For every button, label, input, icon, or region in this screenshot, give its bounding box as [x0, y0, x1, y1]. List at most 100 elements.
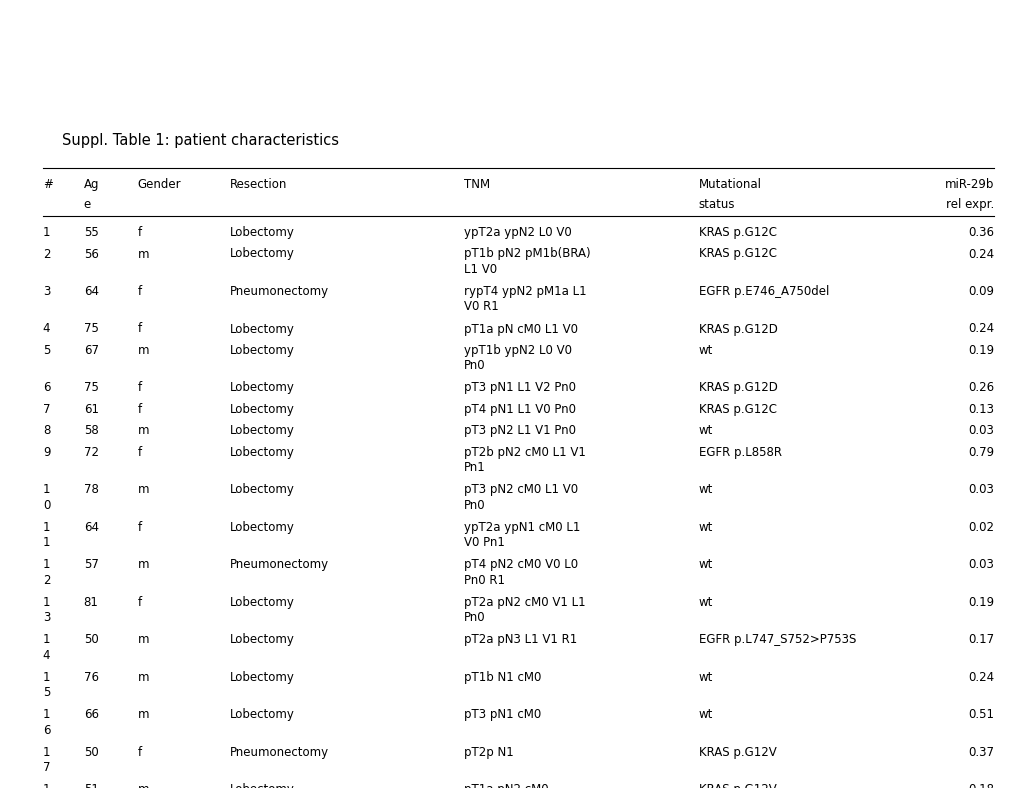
Text: m: m [138, 671, 149, 684]
Text: Lobectomy: Lobectomy [229, 783, 294, 788]
Text: Suppl. Table 1: patient characteristics: Suppl. Table 1: patient characteristics [62, 133, 338, 148]
Text: pT2p N1: pT2p N1 [464, 746, 514, 759]
Text: f: f [138, 381, 142, 395]
Text: 58: 58 [84, 425, 98, 437]
Text: 0.24: 0.24 [967, 322, 994, 336]
Text: 1
8: 1 8 [43, 783, 50, 788]
Text: 1
2: 1 2 [43, 559, 50, 587]
Text: Lobectomy: Lobectomy [229, 322, 294, 336]
Text: pT1a pN2 cM0: pT1a pN2 cM0 [464, 783, 548, 788]
Text: wt: wt [698, 708, 712, 722]
Text: f: f [138, 596, 142, 609]
Text: pT3 pN1 L1 V2 Pn0: pT3 pN1 L1 V2 Pn0 [464, 381, 576, 395]
Text: 1
5: 1 5 [43, 671, 50, 700]
Text: Lobectomy: Lobectomy [229, 484, 294, 496]
Text: KRAS p.G12C: KRAS p.G12C [698, 226, 775, 239]
Text: m: m [138, 708, 149, 722]
Text: Gender: Gender [138, 178, 181, 191]
Text: wt: wt [698, 596, 712, 609]
Text: 64: 64 [84, 285, 99, 298]
Text: Pneumonectomy: Pneumonectomy [229, 559, 328, 571]
Text: 1
6: 1 6 [43, 708, 50, 737]
Text: rypT4 ypN2 pM1a L1
V0 R1: rypT4 ypN2 pM1a L1 V0 R1 [464, 285, 586, 314]
Text: Lobectomy: Lobectomy [229, 381, 294, 395]
Text: KRAS p.G12D: KRAS p.G12D [698, 381, 776, 395]
Text: pT1b pN2 pM1b(BRA)
L1 V0: pT1b pN2 pM1b(BRA) L1 V0 [464, 247, 590, 276]
Text: 0.37: 0.37 [968, 746, 994, 759]
Text: f: f [138, 446, 142, 459]
Text: 0.03: 0.03 [968, 559, 994, 571]
Text: 9: 9 [43, 446, 50, 459]
Text: wt: wt [698, 425, 712, 437]
Text: pT3 pN1 cM0: pT3 pN1 cM0 [464, 708, 541, 722]
Text: KRAS p.G12V: KRAS p.G12V [698, 746, 775, 759]
Text: 1
7: 1 7 [43, 746, 50, 775]
Text: 0.26: 0.26 [967, 381, 994, 395]
Text: f: f [138, 226, 142, 239]
Text: EGFR p.E746_A750del: EGFR p.E746_A750del [698, 285, 828, 298]
Text: Lobectomy: Lobectomy [229, 344, 294, 357]
Text: Resection: Resection [229, 178, 286, 191]
Text: 0.36: 0.36 [968, 226, 994, 239]
Text: 66: 66 [84, 708, 99, 722]
Text: f: f [138, 322, 142, 336]
Text: 81: 81 [84, 596, 99, 609]
Text: m: m [138, 634, 149, 646]
Text: KRAS p.G12C: KRAS p.G12C [698, 247, 775, 261]
Text: Pneumonectomy: Pneumonectomy [229, 746, 328, 759]
Text: 3: 3 [43, 285, 50, 298]
Text: Lobectomy: Lobectomy [229, 425, 294, 437]
Text: f: f [138, 746, 142, 759]
Text: 50: 50 [84, 634, 98, 646]
Text: Lobectomy: Lobectomy [229, 596, 294, 609]
Text: 0.17: 0.17 [967, 634, 994, 646]
Text: TNM: TNM [464, 178, 490, 191]
Text: EGFR p.L747_S752>P753S: EGFR p.L747_S752>P753S [698, 634, 855, 646]
Text: 4: 4 [43, 322, 50, 336]
Text: 50: 50 [84, 746, 98, 759]
Text: pT2a pN2 cM0 V1 L1
Pn0: pT2a pN2 cM0 V1 L1 Pn0 [464, 596, 585, 625]
Text: ypT2a ypN1 cM0 L1
V0 Pn1: ypT2a ypN1 cM0 L1 V0 Pn1 [464, 521, 580, 549]
Text: status: status [698, 198, 735, 211]
Text: 8: 8 [43, 425, 50, 437]
Text: Lobectomy: Lobectomy [229, 634, 294, 646]
Text: miR-29b: miR-29b [945, 178, 994, 191]
Text: Lobectomy: Lobectomy [229, 403, 294, 416]
Text: 55: 55 [84, 226, 98, 239]
Text: 0.79: 0.79 [967, 446, 994, 459]
Text: 57: 57 [84, 559, 99, 571]
Text: ypT1b ypN2 L0 V0
Pn0: ypT1b ypN2 L0 V0 Pn0 [464, 344, 572, 373]
Text: pT4 pN1 L1 V0 Pn0: pT4 pN1 L1 V0 Pn0 [464, 403, 576, 416]
Text: f: f [138, 285, 142, 298]
Text: 75: 75 [84, 381, 99, 395]
Text: wt: wt [698, 484, 712, 496]
Text: wt: wt [698, 559, 712, 571]
Text: Lobectomy: Lobectomy [229, 446, 294, 459]
Text: ypT2a ypN2 L0 V0: ypT2a ypN2 L0 V0 [464, 226, 572, 239]
Text: pT1a pN cM0 L1 V0: pT1a pN cM0 L1 V0 [464, 322, 578, 336]
Text: 0.51: 0.51 [968, 708, 994, 722]
Text: 0.19: 0.19 [967, 596, 994, 609]
Text: 7: 7 [43, 403, 50, 416]
Text: pT2b pN2 cM0 L1 V1
Pn1: pT2b pN2 cM0 L1 V1 Pn1 [464, 446, 585, 474]
Text: wt: wt [698, 671, 712, 684]
Text: Pneumonectomy: Pneumonectomy [229, 285, 328, 298]
Text: 6: 6 [43, 381, 50, 395]
Text: 72: 72 [84, 446, 99, 459]
Text: e: e [84, 198, 91, 211]
Text: 0.09: 0.09 [968, 285, 994, 298]
Text: m: m [138, 247, 149, 261]
Text: 0.03: 0.03 [968, 425, 994, 437]
Text: Ag: Ag [84, 178, 99, 191]
Text: 5: 5 [43, 344, 50, 357]
Text: 76: 76 [84, 671, 99, 684]
Text: pT3 pN2 L1 V1 Pn0: pT3 pN2 L1 V1 Pn0 [464, 425, 576, 437]
Text: 67: 67 [84, 344, 99, 357]
Text: rel expr.: rel expr. [946, 198, 994, 211]
Text: 0.13: 0.13 [968, 403, 994, 416]
Text: Mutational: Mutational [698, 178, 761, 191]
Text: m: m [138, 344, 149, 357]
Text: 0.19: 0.19 [967, 344, 994, 357]
Text: KRAS p.G12D: KRAS p.G12D [698, 322, 776, 336]
Text: 0.24: 0.24 [967, 671, 994, 684]
